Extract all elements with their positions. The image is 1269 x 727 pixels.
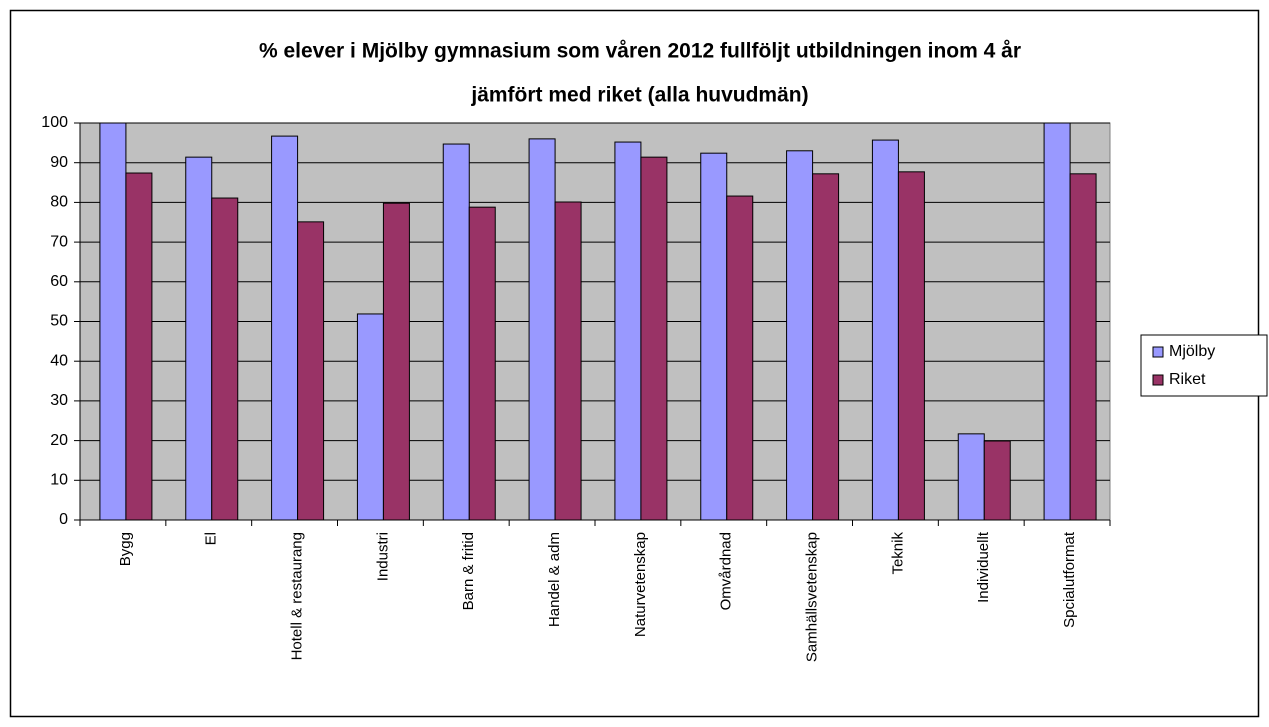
bar	[382, 202, 410, 521]
bar	[700, 152, 728, 521]
x-tick-label: Handel & adm	[546, 532, 563, 627]
chart-title: % elever i Mjölby gymnasium som våren 20…	[259, 40, 1021, 63]
y-tick-label: 80	[50, 194, 68, 211]
bar	[1069, 173, 1097, 521]
bar	[271, 135, 299, 521]
bar	[812, 173, 840, 521]
bar	[468, 206, 496, 521]
bar	[1043, 122, 1071, 521]
chart-title: jämfört med riket (alla huvudmän)	[470, 84, 808, 107]
legend-swatch	[1152, 346, 1164, 358]
y-tick-label: 20	[50, 432, 68, 449]
bar	[528, 138, 556, 521]
y-tick-label: 60	[50, 273, 68, 290]
bar	[726, 195, 754, 521]
x-tick-label: Individuellt	[975, 531, 992, 603]
bar	[554, 201, 582, 521]
bar	[786, 150, 814, 521]
x-tick-label: Samhällsvetenskap	[804, 532, 821, 662]
bar	[983, 440, 1011, 521]
y-tick-label: 40	[50, 352, 68, 369]
x-tick-label: El	[203, 532, 220, 545]
legend	[1140, 334, 1268, 397]
y-tick-label: 100	[41, 114, 68, 131]
bar	[99, 122, 127, 521]
bar	[897, 171, 925, 521]
x-tick-label: Spcialutformat	[1061, 531, 1078, 628]
y-tick-label: 0	[59, 511, 68, 528]
legend-label: Riket	[1169, 371, 1206, 388]
x-tick-label: Omvårdnad	[718, 532, 735, 610]
bar	[125, 172, 153, 521]
bar	[211, 197, 239, 521]
y-tick-label: 90	[50, 154, 68, 171]
x-tick-label: Bygg	[117, 532, 134, 566]
x-tick-label: Naturvetenskap	[632, 532, 649, 637]
y-tick-label: 10	[50, 472, 68, 489]
bar	[957, 433, 985, 521]
x-tick-label: Hotell & restaurang	[289, 532, 306, 660]
x-tick-label: Teknik	[889, 532, 906, 575]
bar	[185, 156, 213, 521]
y-tick-label: 70	[50, 233, 68, 250]
bar	[614, 141, 642, 521]
bar	[871, 139, 899, 521]
x-tick-label: Barn & fritid	[460, 532, 477, 610]
bar	[356, 313, 384, 521]
legend-label: Mjölby	[1169, 343, 1215, 360]
x-tick-label: Industri	[374, 532, 391, 581]
legend-swatch	[1152, 374, 1164, 386]
bar	[297, 221, 325, 521]
y-tick-label: 30	[50, 392, 68, 409]
y-tick-label: 50	[50, 313, 68, 330]
bar	[640, 156, 668, 521]
bar	[442, 143, 470, 521]
